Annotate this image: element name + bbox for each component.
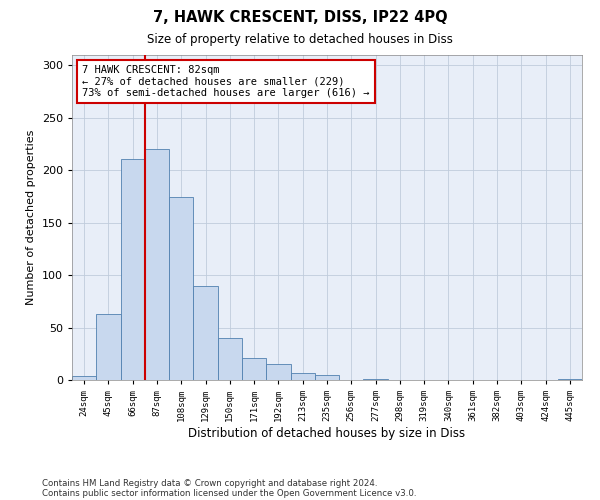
Bar — [218, 338, 242, 380]
Y-axis label: Number of detached properties: Number of detached properties — [26, 130, 36, 305]
Bar — [193, 286, 218, 380]
Text: Contains public sector information licensed under the Open Government Licence v3: Contains public sector information licen… — [42, 488, 416, 498]
Bar — [315, 375, 339, 380]
Bar — [266, 364, 290, 380]
Bar — [364, 379, 388, 380]
Bar — [145, 150, 169, 380]
Text: 7 HAWK CRESCENT: 82sqm
← 27% of detached houses are smaller (229)
73% of semi-de: 7 HAWK CRESCENT: 82sqm ← 27% of detached… — [82, 64, 370, 98]
Bar — [121, 159, 145, 380]
Bar — [558, 379, 582, 380]
Bar — [72, 376, 96, 380]
Bar — [96, 314, 121, 380]
Text: Contains HM Land Registry data © Crown copyright and database right 2024.: Contains HM Land Registry data © Crown c… — [42, 478, 377, 488]
Text: Size of property relative to detached houses in Diss: Size of property relative to detached ho… — [147, 32, 453, 46]
Bar — [290, 372, 315, 380]
Bar — [169, 196, 193, 380]
Bar — [242, 358, 266, 380]
Text: 7, HAWK CRESCENT, DISS, IP22 4PQ: 7, HAWK CRESCENT, DISS, IP22 4PQ — [152, 10, 448, 25]
X-axis label: Distribution of detached houses by size in Diss: Distribution of detached houses by size … — [188, 427, 466, 440]
